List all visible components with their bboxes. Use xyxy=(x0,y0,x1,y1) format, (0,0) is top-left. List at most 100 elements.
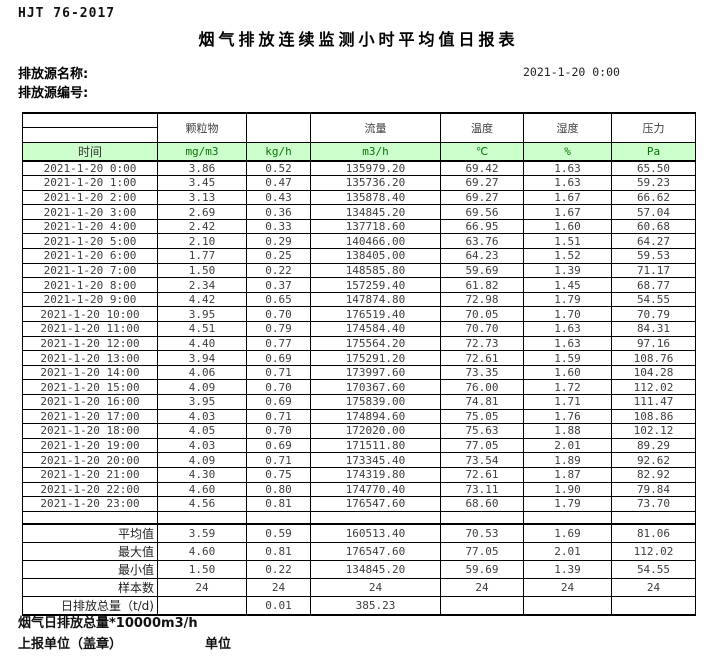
value-cell: 69.42 xyxy=(440,160,524,177)
value-cell: 64.23 xyxy=(440,248,524,264)
table-row: 2021-1-20 5:00 2.10 0.29 140466.00 63.76… xyxy=(22,233,696,250)
report-table: 颗粒物 流量 温度 湿度 压力 时间 mg/m3 kg/h m3/h ℃ % P… xyxy=(22,112,696,617)
header-blank-kgh xyxy=(246,112,311,143)
summary-value-cell: 176547.60 xyxy=(310,542,441,562)
value-cell: 4.03 xyxy=(157,408,247,425)
time-cell: 2021-1-20 21:00 xyxy=(22,466,158,483)
summary-value-cell: 24 xyxy=(523,578,612,598)
value-cell: 2.42 xyxy=(157,218,247,235)
value-cell: 1.76 xyxy=(523,408,612,425)
value-cell: 54.55 xyxy=(611,291,696,308)
value-cell: 70.05 xyxy=(440,306,524,323)
table-row: 2021-1-20 22:00 4.60 0.80 174770.40 73.1… xyxy=(22,481,696,498)
source-name-label: 排放源名称: xyxy=(18,67,89,82)
value-cell: 73.54 xyxy=(440,452,524,468)
spacer-cell xyxy=(157,510,247,525)
time-cell: 2021-1-20 14:00 xyxy=(22,364,158,381)
table-row: 2021-1-20 16:00 3.95 0.69 175839.00 74.8… xyxy=(22,394,696,410)
summary-label: 平均值 xyxy=(22,523,158,544)
value-cell: 59.53 xyxy=(611,248,696,264)
value-cell: 66.62 xyxy=(611,189,696,206)
value-cell: 175564.20 xyxy=(310,335,441,352)
summary-value-cell xyxy=(523,596,612,617)
value-cell: 0.22 xyxy=(246,262,311,279)
summary-value-cell: 1.69 xyxy=(523,523,612,544)
header-blank-top xyxy=(22,112,158,128)
value-cell: 175839.00 xyxy=(310,394,441,410)
summary-value-cell: 81.06 xyxy=(611,523,696,544)
spacer-row xyxy=(22,510,696,525)
summary-value-cell: 24 xyxy=(246,578,311,598)
value-cell: 75.63 xyxy=(440,423,524,439)
source-id-label: 排放源编号: xyxy=(18,86,89,101)
table-row: 2021-1-20 23:00 4.56 0.81 176547.60 68.6… xyxy=(22,496,696,512)
value-cell: 135979.20 xyxy=(310,160,441,177)
value-cell: 1.63 xyxy=(523,321,612,337)
spacer-section xyxy=(22,510,696,525)
value-cell: 108.76 xyxy=(611,350,696,366)
value-cell: 0.69 xyxy=(246,394,311,410)
value-cell: 1.39 xyxy=(523,262,612,279)
time-cell: 2021-1-20 9:00 xyxy=(22,291,158,308)
value-cell: 0.29 xyxy=(246,233,311,250)
value-cell: 3.13 xyxy=(157,189,247,206)
unit-pa: Pa xyxy=(611,142,696,162)
value-cell: 72.61 xyxy=(440,350,524,366)
header-blank-bottom xyxy=(22,127,158,143)
summary-value-cell: 24 xyxy=(310,578,441,598)
value-cell: 174319.80 xyxy=(310,466,441,483)
value-cell: 92.62 xyxy=(611,452,696,468)
time-cell: 2021-1-20 3:00 xyxy=(22,204,158,220)
value-cell: 75.05 xyxy=(440,408,524,425)
table-header: 颗粒物 流量 温度 湿度 压力 时间 mg/m3 kg/h m3/h ℃ % P… xyxy=(22,112,696,162)
value-cell: 2.34 xyxy=(157,277,247,293)
table-row: 2021-1-20 4:00 2.42 0.33 137718.60 66.95… xyxy=(22,218,696,235)
value-cell: 1.67 xyxy=(523,189,612,206)
value-cell: 73.70 xyxy=(611,496,696,512)
value-cell: 3.45 xyxy=(157,175,247,191)
time-cell: 2021-1-20 6:00 xyxy=(22,248,158,264)
value-cell: 1.87 xyxy=(523,466,612,483)
summary-value-cell: 0.01 xyxy=(246,596,311,617)
value-cell: 72.73 xyxy=(440,335,524,352)
value-cell: 135878.40 xyxy=(310,189,441,206)
page-title: 烟气排放连续监测小时平均值日报表 xyxy=(198,30,519,49)
summary-label: 最小值 xyxy=(22,560,158,580)
value-cell: 72.61 xyxy=(440,466,524,483)
summary-value-cell: 24 xyxy=(611,578,696,598)
value-cell: 111.47 xyxy=(611,394,696,410)
unit-m3h: m3/h xyxy=(310,142,441,162)
value-cell: 134845.20 xyxy=(310,204,441,220)
summary-row: 日排放总量（t/d) 0.01 385.23 xyxy=(22,596,696,617)
footer-note: 烟气日排放总量*10000m3/h xyxy=(18,616,198,631)
value-cell: 3.86 xyxy=(157,160,247,177)
value-cell: 1.60 xyxy=(523,364,612,381)
data-rows: 2021-1-20 0:00 3.86 0.52 135979.20 69.42… xyxy=(22,160,696,512)
time-cell: 2021-1-20 0:00 xyxy=(22,160,158,177)
summary-value-cell: 54.55 xyxy=(611,560,696,580)
value-cell: 1.63 xyxy=(523,335,612,352)
value-cell: 176547.60 xyxy=(310,496,441,512)
report-unit-label: 上报单位（盖章） xyxy=(18,637,123,652)
unit-mgm3: mg/m3 xyxy=(157,142,247,162)
header-temperature: 温度 xyxy=(440,112,524,143)
table-row: 2021-1-20 20:00 4.09 0.71 173345.40 73.5… xyxy=(22,452,696,468)
time-cell: 2021-1-20 10:00 xyxy=(22,306,158,323)
value-cell: 89.29 xyxy=(611,437,696,454)
value-cell: 3.95 xyxy=(157,306,247,323)
header-particulate: 颗粒物 xyxy=(157,112,247,143)
value-cell: 170367.60 xyxy=(310,379,441,395)
time-cell: 2021-1-20 13:00 xyxy=(22,350,158,366)
value-cell: 60.68 xyxy=(611,218,696,235)
value-cell: 0.79 xyxy=(246,321,311,337)
standard-code: HJT 76-2017 xyxy=(18,6,116,21)
value-cell: 77.05 xyxy=(440,437,524,454)
value-cell: 176519.40 xyxy=(310,306,441,323)
value-cell: 72.98 xyxy=(440,291,524,308)
value-cell: 2.69 xyxy=(157,204,247,220)
value-cell: 0.71 xyxy=(246,408,311,425)
summary-value-cell: 24 xyxy=(157,578,247,598)
value-cell: 4.42 xyxy=(157,291,247,308)
value-cell: 104.28 xyxy=(611,364,696,381)
table-row: 2021-1-20 11:00 4.51 0.79 174584.40 70.7… xyxy=(22,321,696,337)
